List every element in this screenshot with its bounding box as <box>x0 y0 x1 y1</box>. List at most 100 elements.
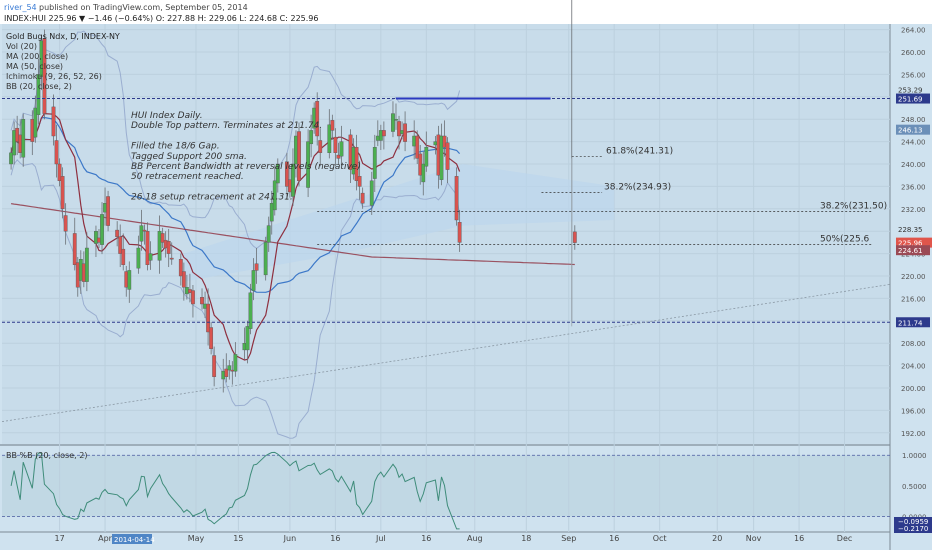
y-tick-label: 248.00 <box>901 116 926 124</box>
y-tick-label: 232.00 <box>901 206 926 214</box>
date-badge-label: 2014-04-14 <box>114 536 155 544</box>
y-tick-label: 216.00 <box>901 295 926 303</box>
annotation-line: 26.18 setup retracement at 241.31. <box>131 193 293 203</box>
y-tick-label: 244.00 <box>901 139 926 147</box>
candle <box>145 230 150 265</box>
candle <box>51 106 56 137</box>
y-tick-label: 236.00 <box>901 183 926 191</box>
candle <box>315 101 320 137</box>
candle <box>309 130 314 145</box>
candle <box>354 146 359 181</box>
candle <box>415 135 420 159</box>
candle <box>284 161 289 187</box>
sub-y-tick-label: 1.0000 <box>902 452 927 460</box>
candle <box>12 130 17 156</box>
x-tick-label: 16 <box>609 534 619 543</box>
x-tick-label: 16 <box>330 534 340 543</box>
candle <box>330 120 335 131</box>
candle <box>297 131 301 182</box>
candle <box>106 196 110 226</box>
candle <box>291 163 295 197</box>
candle <box>115 229 120 238</box>
y-tick-label: 240.00 <box>901 161 926 169</box>
price-badge-label: 246.13 <box>898 127 923 135</box>
fib-label: 61.8%(241.31) <box>606 147 673 157</box>
candle <box>424 146 429 167</box>
x-tick-label: May <box>188 534 205 543</box>
study-label: MA (200, close) <box>6 52 68 61</box>
candle <box>269 202 274 222</box>
fib-label: 38.2%(231.50) <box>820 202 887 212</box>
x-tick-label: 15 <box>233 534 243 543</box>
candle <box>369 180 374 206</box>
annotation-text: HUI Index Daily.Double Top pattern. Term… <box>131 111 361 203</box>
y-tick-label: 264.00 <box>901 27 926 35</box>
sub-badge <box>894 517 932 526</box>
candle <box>245 326 250 351</box>
candle <box>142 229 147 232</box>
study-label: Ichimoku (9, 26, 52, 26) <box>6 72 102 81</box>
candle <box>254 263 259 271</box>
annotation-line: Filled the 18/6 Gap. <box>131 142 220 152</box>
bb-upper-line <box>10 30 461 250</box>
sub-badge <box>894 524 932 533</box>
x-tick-label: 16 <box>421 534 431 543</box>
x-tick-label: Apr <box>98 534 113 543</box>
quote-line: INDEX:HUI 225.96 ▼ −1.46 (−0.64%) O: 227… <box>4 14 318 23</box>
y-tick-label: 196.00 <box>901 407 926 415</box>
candle <box>397 121 401 137</box>
price-badge <box>896 224 930 235</box>
candle <box>206 303 210 333</box>
candle <box>442 135 447 148</box>
candle <box>318 140 323 153</box>
study-label: BB (20, close, 2) <box>6 82 72 91</box>
candle <box>360 192 365 204</box>
indicator-title: BB %B (20, close, 2) <box>6 451 87 460</box>
sub-badge-label: −0.2170 <box>898 525 928 533</box>
price-badge <box>896 84 930 95</box>
candle <box>121 248 126 265</box>
x-tick-label: 17 <box>54 534 64 543</box>
candle <box>136 247 141 269</box>
x-tick-label: 18 <box>521 534 531 543</box>
pctb-line <box>10 451 460 530</box>
candle <box>21 118 26 158</box>
x-tick-label: Aug <box>467 534 483 543</box>
candle <box>336 154 341 159</box>
ichimoku-base-line <box>10 112 461 361</box>
price-badge-label: 211.74 <box>898 319 923 327</box>
author-link: river_54 <box>4 3 37 12</box>
candle <box>266 225 271 243</box>
x-tick-label: Sep <box>561 534 576 543</box>
x-tick-label: 20 <box>712 534 722 543</box>
candle <box>36 74 41 115</box>
candle <box>306 141 311 188</box>
candle <box>381 130 386 137</box>
y-tick-label: 220.00 <box>901 273 926 281</box>
study-label: Vol (20) <box>6 42 37 51</box>
y-tick-label: 208.00 <box>901 340 926 348</box>
candle <box>63 215 68 232</box>
candle <box>248 292 253 329</box>
price-badge-label: 225.96 <box>898 240 923 248</box>
candle <box>372 146 377 179</box>
candle <box>233 354 238 372</box>
fib-label: 50%(225.6 <box>820 235 870 245</box>
x-tick-label: Dec <box>837 534 852 543</box>
candle <box>148 253 153 261</box>
candle <box>157 230 162 261</box>
y-tick-label: 200.00 <box>901 385 926 393</box>
candle <box>42 38 47 114</box>
price-badge-label: 228.35 <box>898 226 923 234</box>
header-bar <box>0 0 932 24</box>
candle <box>169 257 174 260</box>
price-badge-label: 224.61 <box>898 247 923 255</box>
x-tick-label: 16 <box>794 534 804 543</box>
candle <box>421 163 426 183</box>
published-text: published on TradingView.com, September … <box>39 3 248 12</box>
candle <box>200 297 204 305</box>
annotation-line: Tagged Support 200 sma. <box>131 152 247 162</box>
candle <box>445 142 450 170</box>
candle <box>357 176 362 187</box>
